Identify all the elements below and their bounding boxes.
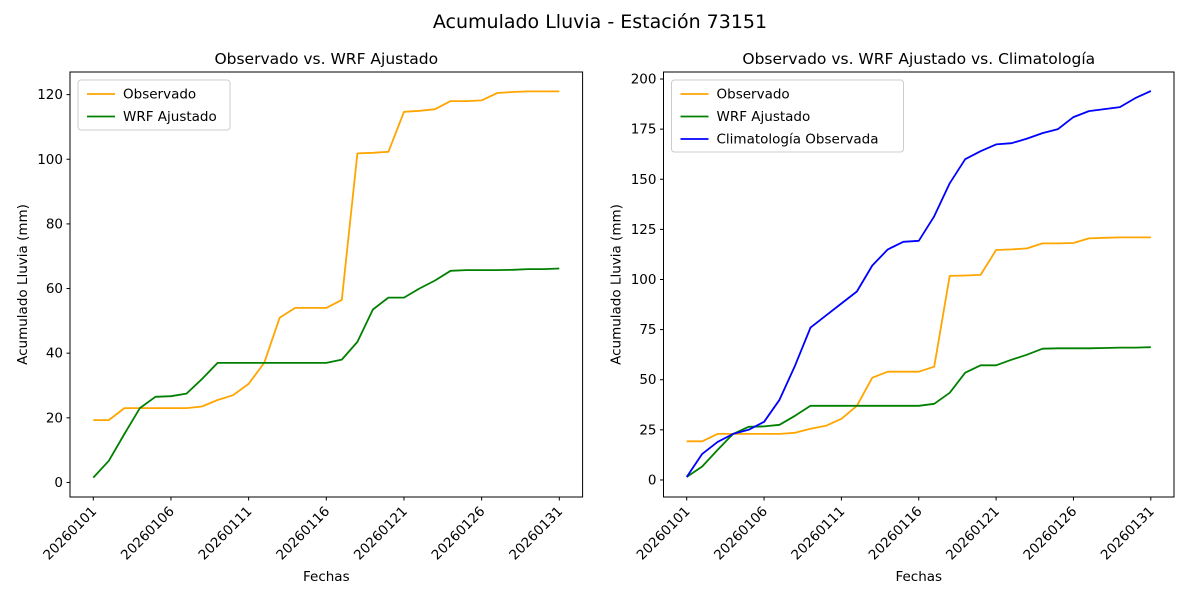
chart-1-ytick-label: 20 <box>46 410 63 426</box>
chart-1-plot-area <box>69 71 584 498</box>
legend-label-observado: Observado <box>717 87 790 103</box>
chart-1-ytick-label: 80 <box>46 216 63 232</box>
chart-1-series-line-observado <box>93 90 560 422</box>
chart-1-xtick-label: 20260121 <box>351 504 411 564</box>
legend-box <box>77 79 231 131</box>
chart-2-series-line-observado <box>686 236 1151 443</box>
chart-2-ytick-label: 50 <box>639 372 656 388</box>
chart-2-ytick-label: 125 <box>631 222 657 238</box>
chart-2: Observado vs. WRF Ajustado vs. Climatolo… <box>609 50 1175 585</box>
chart-2-legend: Observado WRF Ajustado Climatología Observ… <box>671 79 904 153</box>
chart-2-ytick-label: 100 <box>631 272 657 288</box>
chart-1-ytick-label: 0 <box>54 475 63 491</box>
chart-1-xtick-label: 20260106 <box>118 504 178 564</box>
chart-2-series-line-wrf-ajustado <box>686 346 1151 478</box>
chart-2-xtick-label: 20260111 <box>788 504 848 564</box>
chart-1-xtick-label: 20260126 <box>429 504 489 564</box>
chart-1-xtick-label: 20260101 <box>40 504 100 564</box>
chart-1-series-line-wrf-ajustado <box>92 267 560 479</box>
chart-1-ytick-label: 60 <box>46 281 63 297</box>
chart-2-xtick-label: 20260121 <box>943 504 1003 564</box>
chart-1-y-axis-label: Acumulado Lluvia (mm) <box>15 204 31 365</box>
chart-2-ytick-label: 175 <box>631 122 657 138</box>
chart-1-xtick-label: 20260131 <box>506 504 566 564</box>
chart-1-ytick-label: 100 <box>37 152 63 168</box>
chart-1-xtick-label: 20260116 <box>273 504 333 564</box>
chart-1: Observado vs. WRF Ajustado 0 20 40 60 80 100 12… <box>15 50 584 585</box>
legend-box <box>671 79 904 153</box>
chart-1-xtick-label: 20260111 <box>196 504 256 564</box>
chart-1-ytick-label: 40 <box>46 346 63 362</box>
chart-2-ytick-label: 75 <box>639 322 656 338</box>
chart-2-ytick-label: 25 <box>639 422 656 438</box>
chart-2-title: Observado vs. WRF Ajustado vs. Climatolo… <box>742 50 1095 68</box>
legend-label-wrf-ajustado: WRF Ajustado <box>717 109 811 125</box>
legend-label-observado: Observado <box>123 87 196 103</box>
chart-1-x-axis-label: Fechas <box>303 569 350 585</box>
chart-2-ytick-label: 0 <box>648 472 657 488</box>
chart-2-xtick-label: 20260101 <box>634 504 694 564</box>
chart-1-title: Observado vs. WRF Ajustado <box>214 50 438 68</box>
chart-2-xtick-label: 20260131 <box>1098 504 1158 564</box>
chart-2-x-axis-label: Fechas <box>895 569 942 585</box>
figure-title: Acumulado Lluvia - Estación 73151 <box>432 11 768 33</box>
chart-2-ytick-label: 150 <box>631 172 657 188</box>
legend-label-wrf-ajustado: WRF Ajustado <box>123 109 217 125</box>
chart-2-series-line-climatologia-observada <box>685 90 1152 478</box>
legend-label-climatologia-observada: Climatología Observada <box>717 132 879 148</box>
chart-2-xtick-label: 20260116 <box>866 504 926 564</box>
chart-2-xtick-label: 20260106 <box>711 504 771 564</box>
chart-2-ytick-label: 200 <box>631 72 657 88</box>
chart-2-y-axis-label: Acumulado Lluvia (mm) <box>609 204 625 365</box>
chart-2-xtick-label: 20260126 <box>1020 504 1080 564</box>
chart-1-legend: Observado WRF Ajustado <box>77 79 231 131</box>
chart-1-ytick-label: 120 <box>37 87 63 103</box>
